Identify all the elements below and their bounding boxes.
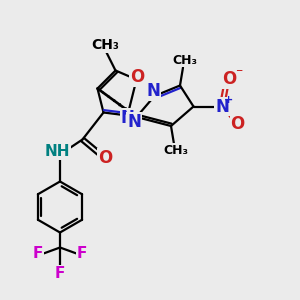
- Text: +: +: [224, 95, 233, 105]
- Text: N: N: [146, 82, 160, 100]
- Text: F: F: [77, 246, 87, 261]
- Text: O: O: [222, 70, 236, 88]
- Text: CH₃: CH₃: [91, 38, 119, 52]
- Text: CH₃: CH₃: [172, 53, 197, 67]
- Text: N: N: [121, 109, 134, 127]
- Text: O: O: [230, 115, 245, 133]
- Text: O: O: [98, 149, 112, 167]
- Text: N: N: [127, 112, 141, 130]
- Text: N: N: [215, 98, 229, 116]
- Text: ⁻: ⁻: [236, 66, 243, 80]
- Text: F: F: [55, 266, 65, 280]
- Text: CH₃: CH₃: [163, 144, 188, 157]
- Text: F: F: [33, 246, 43, 261]
- Text: NH: NH: [44, 144, 70, 159]
- Text: O: O: [130, 68, 144, 86]
